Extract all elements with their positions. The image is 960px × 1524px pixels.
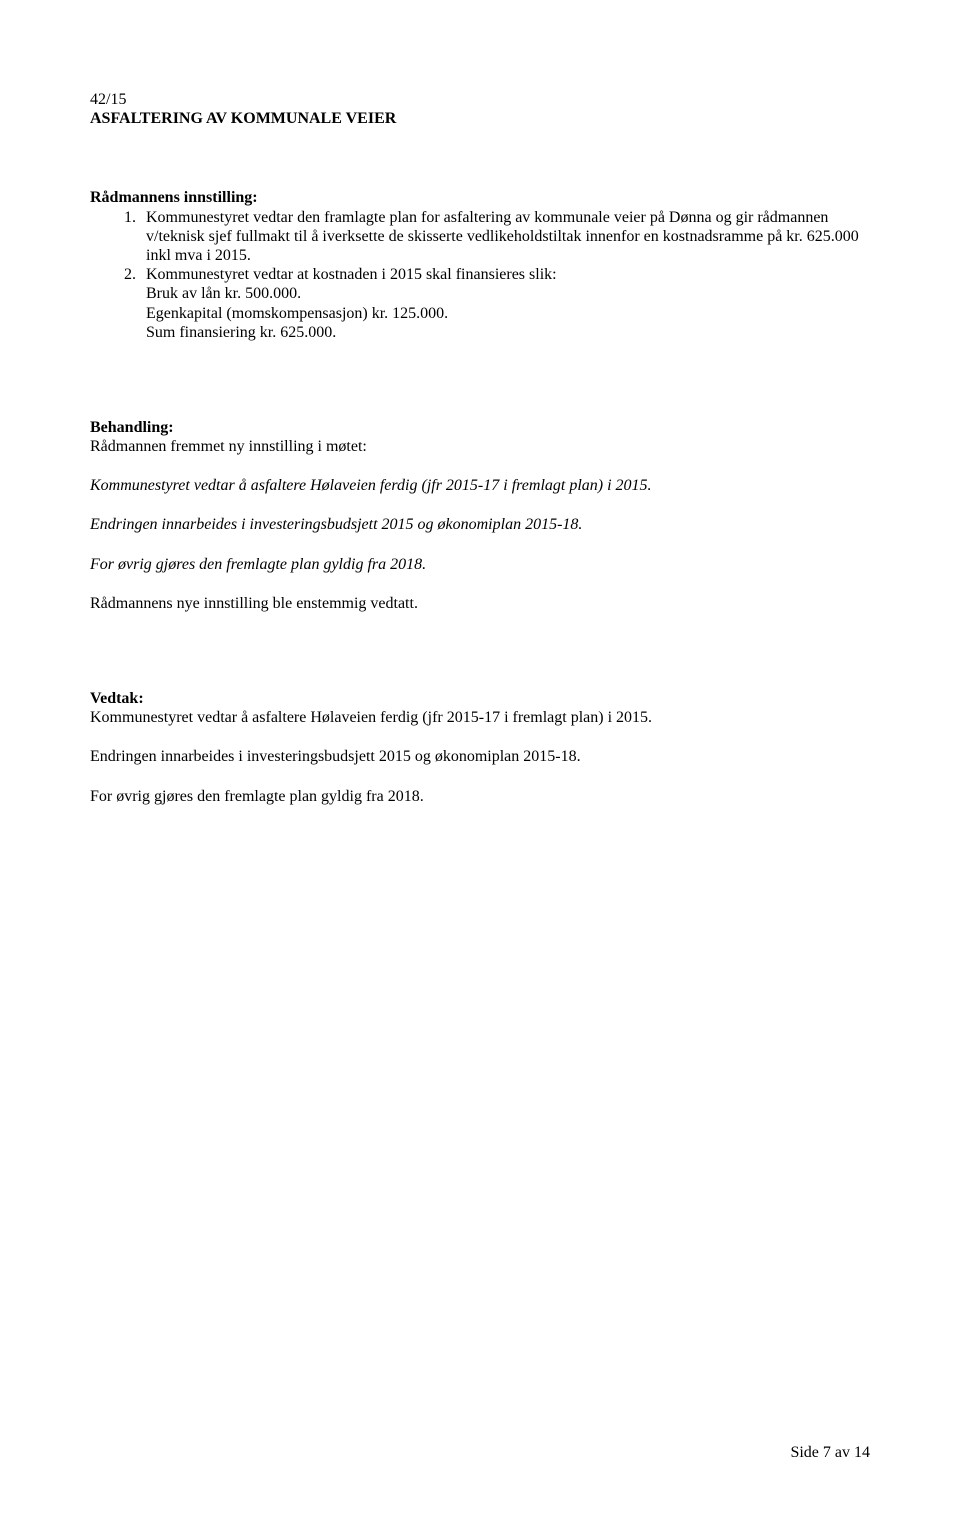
list-item: Kommunestyret vedtar at kostnaden i 2015…: [140, 265, 870, 342]
document-number: 42/15: [90, 90, 870, 109]
page-footer: Side 7 av 14: [790, 1443, 870, 1462]
document-title: ASFALTERING AV KOMMUNALE VEIER: [90, 109, 870, 128]
behandling-line-italic: Endringen innarbeides i investeringsbuds…: [90, 515, 870, 534]
list-item-text: Kommunestyret vedtar at kostnaden i 2015…: [146, 266, 557, 283]
sub-line: Bruk av lån kr. 500.000.: [146, 284, 870, 303]
list-item: Kommunestyret vedtar den framlagte plan …: [140, 208, 870, 266]
list-item-text: Kommunestyret vedtar den framlagte plan …: [146, 209, 859, 264]
vedtak-line: For øvrig gjøres den fremlagte plan gyld…: [90, 787, 870, 806]
behandling-line-italic: Kommunestyret vedtar å asfaltere Hølavei…: [90, 476, 870, 495]
vedtak-line: Endringen innarbeides i investeringsbuds…: [90, 747, 870, 766]
sub-line: Egenkapital (momskompensasjon) kr. 125.0…: [146, 304, 870, 323]
innstilling-heading: Rådmannens innstilling:: [90, 188, 870, 207]
behandling-line: Rådmannen fremmet ny innstilling i møtet…: [90, 437, 870, 456]
vedtak-heading: Vedtak:: [90, 689, 870, 708]
behandling-heading: Behandling:: [90, 418, 870, 437]
sub-line: Sum finansiering kr. 625.000.: [146, 323, 870, 342]
innstilling-list: Kommunestyret vedtar den framlagte plan …: [90, 208, 870, 342]
behandling-line: Rådmannens nye innstilling ble enstemmig…: [90, 594, 870, 613]
behandling-line-italic: For øvrig gjøres den fremlagte plan gyld…: [90, 555, 870, 574]
vedtak-line: Kommunestyret vedtar å asfaltere Hølavei…: [90, 708, 870, 727]
